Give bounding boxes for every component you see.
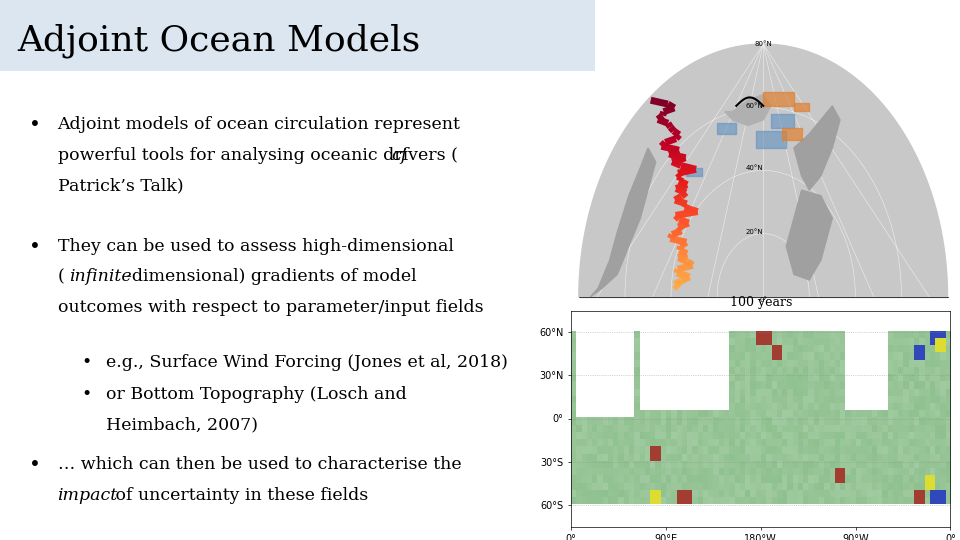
Bar <box>763 92 794 106</box>
Polygon shape <box>579 44 948 297</box>
Text: 80°N: 80°N <box>755 41 772 47</box>
Text: •: • <box>82 354 92 370</box>
Bar <box>756 131 786 148</box>
Polygon shape <box>725 94 771 125</box>
Text: -dimensional) gradients of model: -dimensional) gradients of model <box>126 268 417 285</box>
Polygon shape <box>590 148 656 297</box>
Text: impact: impact <box>58 487 118 504</box>
Bar <box>782 129 802 139</box>
Bar <box>717 123 736 134</box>
Text: •: • <box>29 456 40 475</box>
Text: Heimbach, 2007): Heimbach, 2007) <box>106 417 257 434</box>
Text: infinite: infinite <box>69 268 132 285</box>
Text: 100°W: 100°W <box>580 311 601 316</box>
Text: •: • <box>29 116 40 135</box>
Bar <box>794 103 809 111</box>
Text: of uncertainty in these fields: of uncertainty in these fields <box>110 487 369 504</box>
Text: or Bottom Topography (Losch and: or Bottom Topography (Losch and <box>106 386 406 403</box>
Text: 60°N: 60°N <box>746 103 763 109</box>
Polygon shape <box>794 106 840 190</box>
Text: 0°: 0° <box>759 297 767 303</box>
Text: •: • <box>29 238 40 256</box>
Text: 60°W: 60°W <box>678 311 695 316</box>
Title: 100 years: 100 years <box>730 296 792 309</box>
Text: e.g., Surface Wind Forcing (Jones et al, 2018): e.g., Surface Wind Forcing (Jones et al,… <box>106 354 508 370</box>
Text: 80°W: 80°W <box>632 311 649 316</box>
Text: 0°: 0° <box>836 311 844 316</box>
Text: 20°N: 20°N <box>746 229 763 235</box>
Text: Adjoint models of ocean circulation represent: Adjoint models of ocean circulation repr… <box>58 116 461 133</box>
Text: powerful tools for analysing oceanic drivers (: powerful tools for analysing oceanic dri… <box>58 147 458 164</box>
Bar <box>686 167 702 176</box>
Text: 20°W: 20°W <box>781 311 799 316</box>
Text: •: • <box>82 386 92 403</box>
Text: 40°N: 40°N <box>746 165 763 171</box>
Polygon shape <box>786 190 832 280</box>
Text: (: ( <box>58 268 64 285</box>
Bar <box>771 114 794 129</box>
Text: 20°E: 20°E <box>886 311 901 316</box>
Text: outcomes with respect to parameter/input fields: outcomes with respect to parameter/input… <box>58 299 483 316</box>
Text: They can be used to assess high-dimensional: They can be used to assess high-dimensio… <box>58 238 453 254</box>
Text: Adjoint Ocean Models: Adjoint Ocean Models <box>17 23 420 58</box>
Text: Patrick’s Talk): Patrick’s Talk) <box>58 178 183 194</box>
Text: 40°W: 40°W <box>732 311 749 316</box>
Text: … which can then be used to characterise the: … which can then be used to characterise… <box>58 456 461 473</box>
Text: cf: cf <box>392 147 408 164</box>
